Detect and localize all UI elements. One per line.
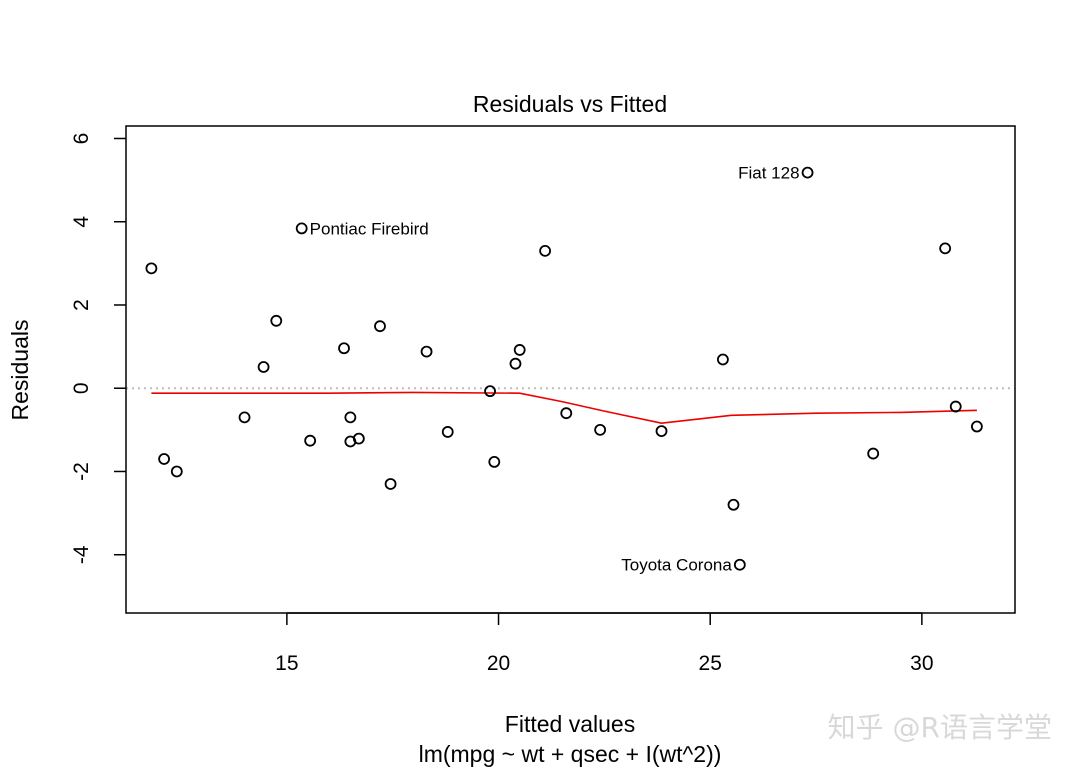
data-point	[717, 353, 729, 366]
data-point	[560, 407, 573, 420]
plot-layer: Pontiac Firebird Toyota Corona Fiat 128 15 2…	[70, 125, 1016, 675]
x-tick-label: 15	[275, 652, 298, 675]
y-tick-label: 6	[70, 133, 93, 145]
data-point	[513, 344, 526, 356]
data-point	[655, 425, 668, 438]
y-tick-label: -2	[70, 462, 93, 481]
data-point	[939, 242, 952, 255]
data-point	[304, 434, 317, 447]
data-point	[145, 262, 158, 275]
data-point	[352, 432, 365, 445]
data-point	[158, 453, 171, 465]
chart-title: Residuals vs Fitted	[473, 91, 667, 117]
x-axis-subtitle: lm(mpg ~ wt + qsec + I(wt^2))	[419, 741, 722, 767]
watermark-text: 知乎 @R语言学堂	[828, 711, 1052, 744]
x-tick-label: 25	[699, 652, 722, 675]
x-tick-label: 30	[910, 652, 933, 675]
data-point	[949, 400, 962, 413]
data-point	[295, 222, 308, 235]
y-tick-label: 0	[70, 382, 93, 394]
data-point	[338, 342, 350, 355]
x-tick-label: 20	[487, 652, 510, 675]
point-label: Pontiac Firebird	[310, 219, 429, 238]
data-point	[420, 345, 433, 358]
data-point	[509, 357, 522, 370]
data-point	[488, 456, 501, 468]
data-point	[594, 423, 607, 436]
point-label: Toyota Corona	[621, 556, 732, 575]
data-point	[170, 465, 183, 478]
y-tick-label: -4	[70, 545, 93, 564]
data-point	[539, 244, 551, 257]
data-point	[270, 314, 283, 327]
data-point	[801, 166, 814, 179]
y-tick-label: 2	[70, 299, 93, 311]
data-point	[867, 447, 880, 460]
x-axis-label: Fitted values	[505, 711, 635, 737]
y-tick-label: 4	[70, 216, 93, 228]
data-point	[374, 320, 386, 333]
data-point	[344, 411, 357, 424]
data-point	[384, 478, 397, 490]
smoother-line	[151, 391, 977, 425]
data-point	[441, 426, 454, 438]
data-point	[484, 385, 496, 398]
data-point	[238, 411, 251, 424]
point-label: Fiat 128	[738, 164, 799, 183]
data-point	[971, 420, 983, 433]
data-point	[257, 361, 270, 373]
data-point	[733, 558, 746, 571]
y-axis-label: Residuals	[7, 320, 33, 421]
data-point	[727, 498, 740, 511]
